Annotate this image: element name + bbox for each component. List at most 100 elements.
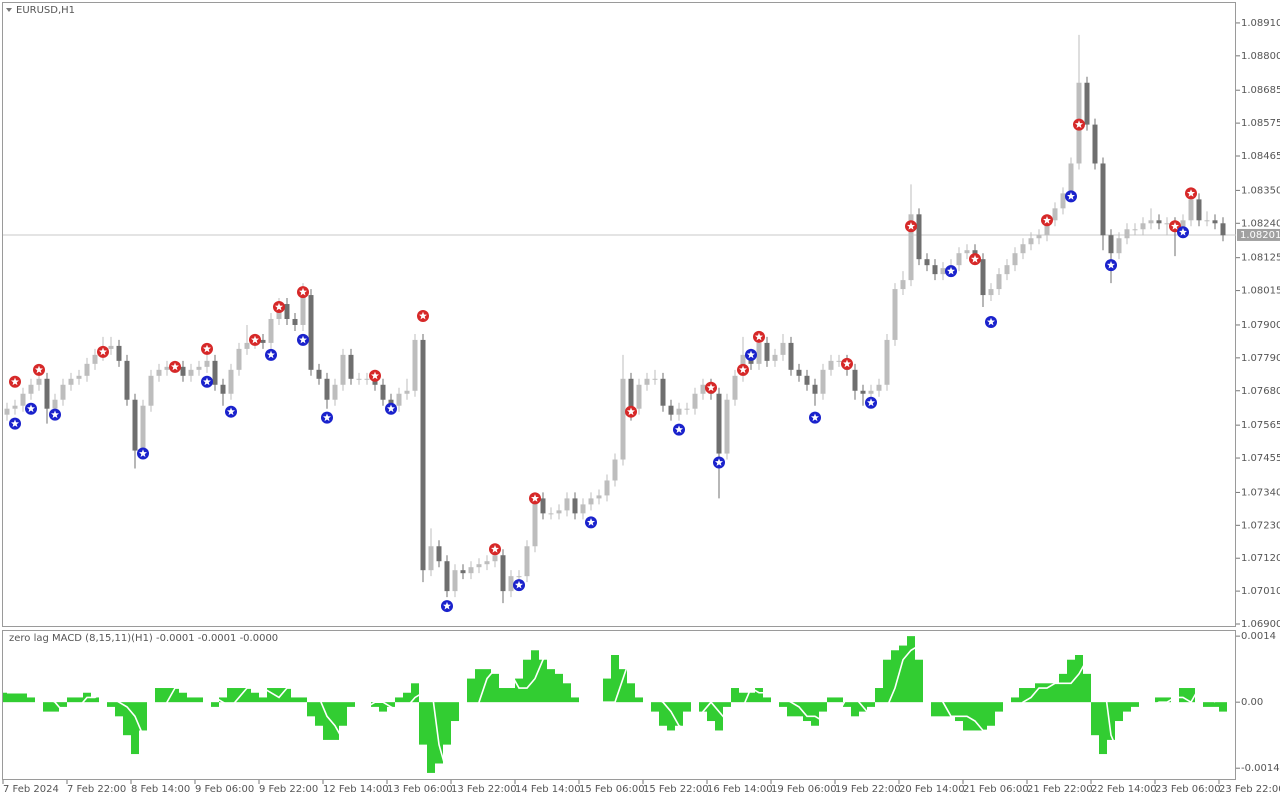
y-tick-label: 1.08465 [1241, 151, 1280, 162]
histogram-bar [163, 688, 171, 703]
x-tick-label: 13 Feb 06:00 [387, 784, 453, 795]
candle-body [1028, 238, 1034, 245]
candle-body [780, 342, 786, 355]
candle-body [1132, 229, 1138, 231]
histogram-bar [875, 688, 883, 703]
candle-body [628, 378, 634, 409]
candle-body [788, 342, 794, 370]
candle-body [804, 375, 810, 385]
y-tick-label: 1.08910 [1241, 18, 1280, 29]
histogram-bar [107, 702, 115, 707]
signal-star [139, 449, 147, 457]
signal-star [907, 222, 915, 230]
histogram-bar [331, 702, 339, 740]
histogram-bar [1059, 673, 1067, 703]
signal-star [387, 404, 395, 413]
histogram-bar [667, 702, 675, 731]
histogram-bar [683, 702, 691, 712]
histogram-bar [27, 697, 35, 703]
candle-body [492, 555, 498, 562]
candle-body [892, 289, 898, 340]
candle-body [52, 399, 58, 409]
candle-body [92, 354, 98, 364]
histogram-bar [179, 692, 187, 703]
candle-body [1004, 265, 1010, 275]
candle-body [1164, 223, 1170, 225]
candle-body [348, 354, 354, 379]
candle-body [380, 384, 386, 400]
histogram-bar [939, 702, 947, 717]
signal-star [755, 332, 763, 341]
histogram-bar [283, 688, 291, 703]
menu-arrow[interactable] [6, 8, 12, 12]
signal-star [971, 254, 979, 263]
candle-body [508, 576, 514, 592]
histogram-bar [571, 697, 579, 703]
histogram-bar [1155, 697, 1163, 703]
candle-body [420, 339, 426, 571]
candle-body [116, 345, 122, 361]
candle-body [852, 369, 858, 391]
candle-body [68, 378, 74, 385]
candle-body [580, 504, 586, 514]
candle-body [732, 375, 738, 400]
signal-star [739, 365, 747, 374]
candle-body [156, 369, 162, 376]
candle-body [436, 546, 442, 562]
candle-body [1036, 235, 1042, 239]
x-tick-label: 8 Feb 14:00 [131, 784, 190, 795]
histogram-bar [451, 702, 459, 722]
signal-star [51, 410, 59, 419]
y-tick-label: 1.07340 [1241, 487, 1280, 498]
histogram-bar [267, 688, 275, 703]
histogram-bar [755, 688, 763, 703]
histogram-bar [299, 697, 307, 703]
signal-star [515, 580, 523, 589]
x-tick-label: 7 Feb 22:00 [67, 784, 126, 795]
histogram-bar [931, 702, 939, 717]
histogram-bar [171, 688, 179, 703]
signal-star [747, 350, 755, 359]
histogram-bar [1083, 673, 1091, 703]
candle-body [612, 459, 618, 481]
histogram-bar [899, 645, 907, 703]
histogram-bar [763, 697, 771, 703]
histogram-bar [243, 688, 251, 703]
price-tag [1237, 228, 1280, 241]
candle-body [620, 378, 626, 460]
y-tick-label: 1.08125 [1241, 253, 1280, 264]
histogram-bar [235, 688, 243, 703]
candle-body [836, 360, 842, 362]
candle-body [700, 384, 706, 394]
candle-body [188, 369, 194, 376]
main-panel [2, 2, 1236, 627]
signal-star [227, 407, 235, 416]
y-tick-label: 1.08575 [1241, 118, 1280, 129]
candle-body [964, 250, 970, 254]
histogram-bar [1107, 702, 1115, 740]
candle-body [428, 546, 434, 571]
histogram-bar [795, 702, 803, 717]
histogram-bar [43, 702, 51, 712]
signal-star [99, 347, 107, 356]
histogram-bar [835, 697, 843, 703]
candle-body [572, 498, 578, 514]
candle-body [1140, 223, 1146, 230]
candle-body [828, 360, 834, 370]
histogram-bar [67, 697, 75, 703]
indicator-title: zero lag MACD (8,15,11)(H1) -0.0001 -0.0… [9, 633, 278, 644]
candle-body [996, 274, 1002, 290]
candle-body [524, 546, 530, 577]
signal-star [11, 419, 19, 428]
histogram-bar [259, 697, 267, 703]
candle-body [4, 408, 10, 415]
x-tick-label: 20 Feb 14:00 [899, 784, 965, 795]
histogram-bar [1035, 683, 1043, 703]
candle-body [1204, 220, 1210, 222]
histogram-bar [627, 683, 635, 703]
signal-star [1179, 228, 1187, 236]
candle-body [324, 378, 330, 400]
candle-body [764, 342, 770, 361]
candle-body [1212, 220, 1218, 224]
candle-body [1108, 235, 1114, 254]
